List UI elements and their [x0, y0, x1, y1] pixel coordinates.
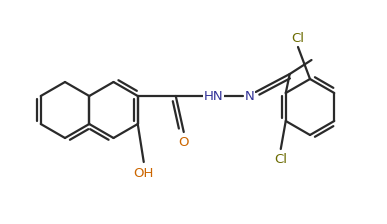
Text: Cl: Cl — [291, 32, 305, 45]
Text: OH: OH — [134, 166, 154, 179]
Text: O: O — [178, 136, 189, 149]
Text: Cl: Cl — [274, 153, 287, 166]
Text: N: N — [245, 90, 255, 103]
Text: HN: HN — [204, 90, 224, 103]
